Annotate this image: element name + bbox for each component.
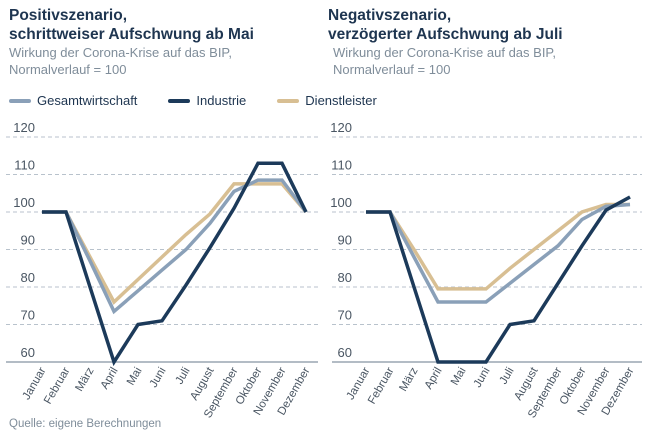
legend-item-gesamtwirtschaft: Gesamtwirtschaft [9, 93, 137, 108]
chart-2-subtitle-line-2: Normalverlauf = 100 [333, 62, 451, 77]
chart-2-title-line-2: verzögerter Aufschwung ab Juli [328, 26, 563, 43]
y-tick-label: 80 [21, 270, 35, 285]
chart-1-subtitle-line-2: Normalverlauf = 100 [9, 62, 127, 77]
chart-2-title: Negativszenario, verzögerter Aufschwung … [328, 6, 563, 44]
y-tick-label: 60 [338, 345, 352, 360]
x-tick-label: März [73, 365, 96, 393]
chart-1-subtitle-line-1: Wirkung der Corona-Krise auf das BIP, [9, 45, 233, 60]
y-tick-label: 120 [13, 120, 35, 135]
chart-2-subtitle-line-1: Wirkung der Corona-Krise auf das BIP, [333, 45, 557, 60]
y-tick-label: 110 [331, 158, 352, 173]
y-tick-label: 80 [338, 270, 352, 285]
legend-label: Industrie [196, 93, 247, 108]
series-line-industrie [366, 195, 631, 364]
x-tick-label: Mai [125, 366, 145, 388]
legend-swatch-dienstleister [277, 98, 300, 103]
x-tick-label: April [99, 366, 121, 392]
series-line-gesamtwirtschaft [366, 202, 631, 304]
y-tick-label: 100 [13, 195, 35, 210]
x-tick-label: Mai [449, 366, 469, 388]
chart-2-subtitle: Wirkung der Corona-Krise auf das BIP, No… [333, 44, 556, 78]
y-tick-label: 90 [21, 233, 35, 248]
x-tick-label: Juli [174, 366, 193, 387]
series-line-industrie [42, 161, 308, 367]
y-tick-label: 60 [21, 345, 35, 360]
x-tick-label: März [397, 365, 420, 393]
legend-label: Gesamtwirtschaft [37, 93, 138, 108]
y-tick-label: 90 [338, 233, 352, 248]
legend-item-dienstleister: Dienstleister [277, 93, 377, 108]
y-tick-label: 110 [14, 158, 35, 173]
source-note: Quelle: eigene Berechnungen [9, 418, 162, 430]
series-line-gesamtwirtschaft [42, 178, 308, 315]
x-tick-label: Juni [472, 366, 493, 390]
chart-2-title-line-1: Negativszenario, [328, 7, 452, 24]
chart-1-title: Positivszenario, schrittweiser Aufschwun… [9, 6, 254, 44]
legend-label: Dienstleister [305, 93, 377, 108]
chart-1-title-line-1: Positivszenario, [9, 7, 128, 24]
legend-swatch-industrie [168, 98, 191, 103]
chart-1-subtitle: Wirkung der Corona-Krise auf das BIP, No… [9, 44, 232, 78]
y-tick-label: 100 [330, 195, 352, 210]
y-tick-label: 70 [338, 308, 352, 323]
legend: Gesamtwirtschaft Industrie Dienstleister [9, 93, 408, 108]
x-tick-label: Juli [498, 366, 517, 387]
legend-swatch-gesamtwirtschaft [9, 98, 31, 103]
chart-1-title-line-2: schrittweiser Aufschwung ab Mai [9, 26, 254, 43]
y-tick-label: 120 [330, 120, 352, 135]
legend-item-industrie: Industrie [168, 93, 246, 108]
y-tick-label: 70 [21, 308, 35, 323]
x-tick-label: Juni [148, 366, 169, 390]
x-tick-label: April [423, 366, 445, 392]
series-line-dienstleister [366, 202, 630, 291]
